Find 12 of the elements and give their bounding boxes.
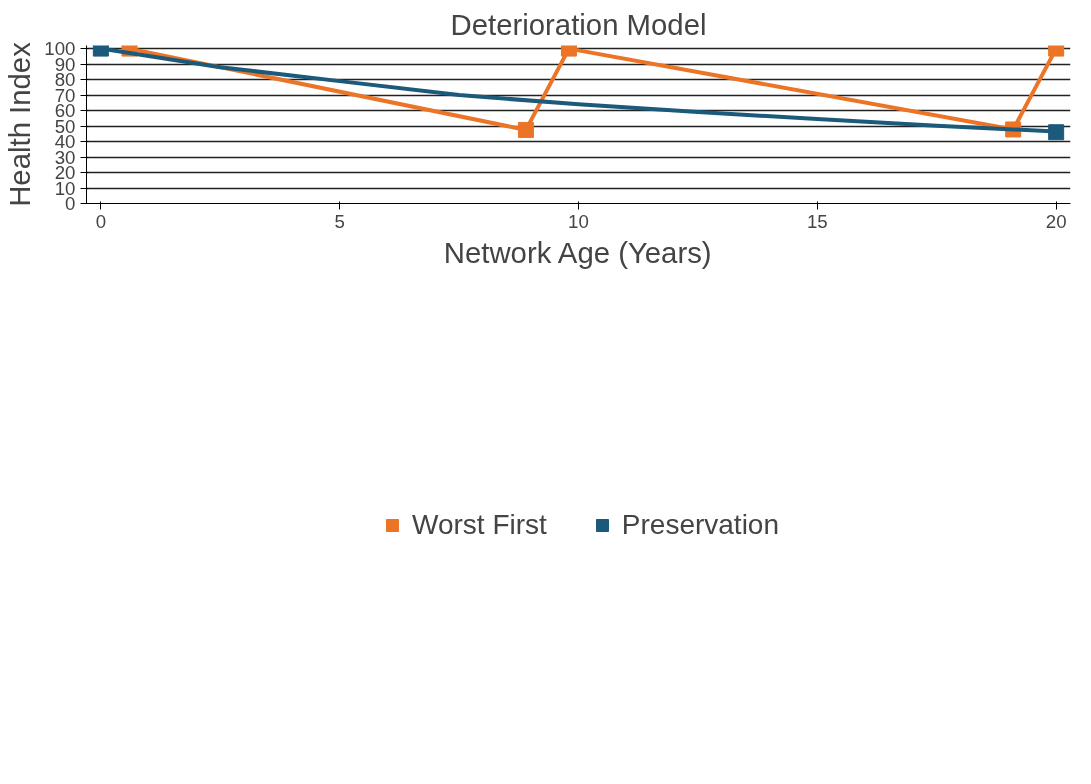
- x-tick-label: 20: [1045, 210, 1067, 232]
- point: [1048, 124, 1065, 141]
- x-axis-title: Network Age (Years): [443, 235, 712, 269]
- legend-label: Preservation: [621, 509, 779, 541]
- point: [517, 121, 534, 138]
- x-tick-label: 5: [334, 210, 345, 232]
- chart-title: Deterioration Model: [450, 7, 707, 41]
- x-tick-label: 15: [806, 210, 828, 232]
- x-tick-label: 10: [568, 210, 589, 232]
- x-tick-label: 0: [95, 210, 107, 232]
- legend-label: Worst First: [412, 509, 547, 541]
- y-axis-title: Health Index: [3, 41, 37, 207]
